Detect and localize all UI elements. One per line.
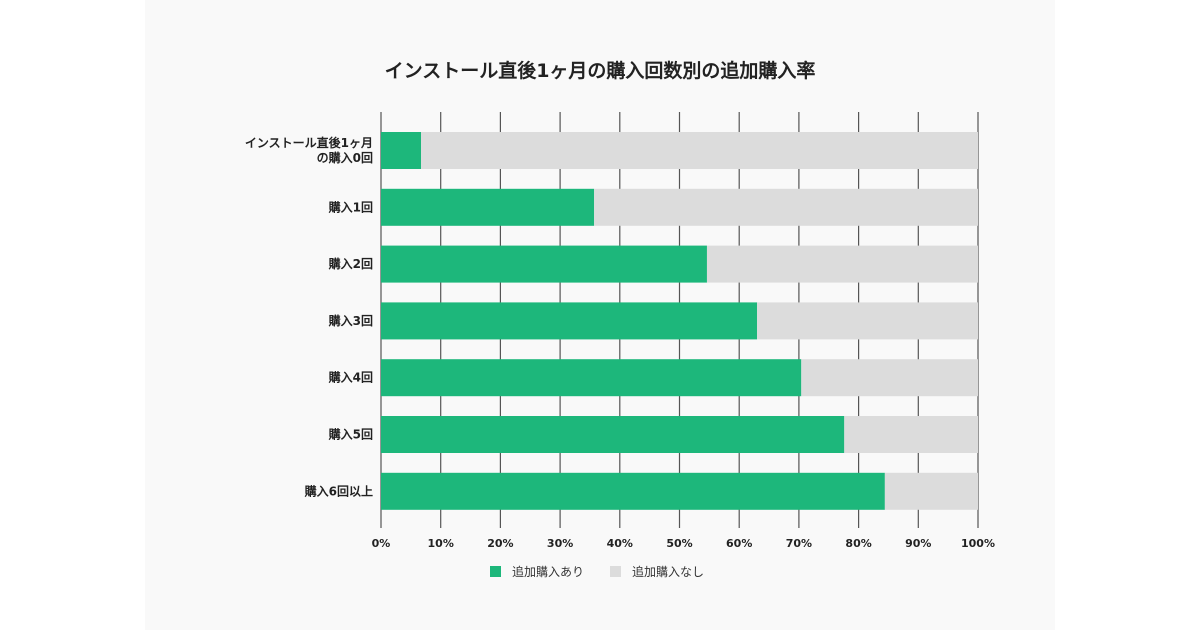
x-tick-label: 0%	[372, 537, 391, 550]
category-label: インストール直後1ヶ月	[245, 135, 373, 150]
chart-title: インストール直後1ヶ月の購入回数別の追加購入率	[384, 60, 816, 82]
bar-yes	[381, 472, 885, 510]
x-tick-label: 50%	[666, 537, 692, 550]
bar-no	[706, 245, 978, 283]
legend-swatch	[490, 566, 501, 577]
category-label: の購入0回	[317, 150, 373, 165]
bar-yes	[381, 132, 421, 169]
bar-yes	[381, 359, 802, 397]
x-tick-label: 80%	[845, 537, 871, 550]
bar-no	[844, 416, 978, 453]
category-label: 購入3回	[328, 313, 373, 328]
x-tick-label: 30%	[547, 537, 573, 550]
bar-no	[420, 132, 978, 169]
x-tick-label: 40%	[607, 537, 633, 550]
bar-no	[757, 302, 978, 340]
bar-yes	[381, 302, 758, 340]
legend-label: 追加購入なし	[632, 564, 704, 579]
x-tick-label: 90%	[905, 537, 931, 550]
legend-swatch	[610, 566, 621, 577]
x-tick-label: 20%	[487, 537, 513, 550]
x-tick-label: 100%	[961, 537, 995, 550]
category-label: 購入6回以上	[304, 483, 373, 498]
category-label: 購入5回	[328, 427, 373, 442]
x-tick-label: 60%	[726, 537, 752, 550]
legend-label: 追加購入あり	[512, 564, 584, 579]
category-label: 購入4回	[328, 370, 373, 385]
bar-no	[801, 359, 978, 397]
bar-no	[884, 472, 978, 510]
bar-no	[594, 188, 978, 226]
bar-yes	[381, 245, 707, 283]
bar-yes	[381, 188, 595, 226]
category-label: 購入1回	[328, 199, 373, 214]
category-label: 購入2回	[328, 256, 373, 271]
bar-yes	[381, 416, 845, 453]
x-tick-label: 10%	[428, 537, 454, 550]
x-tick-label: 70%	[786, 537, 812, 550]
